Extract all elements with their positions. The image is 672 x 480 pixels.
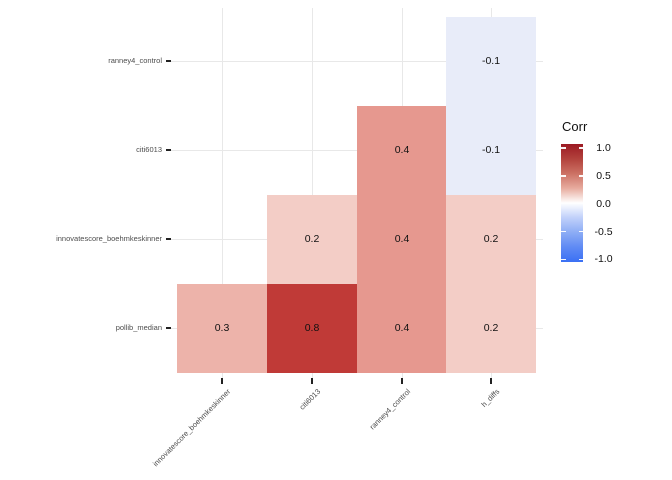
legend-tick-notch — [578, 175, 584, 177]
legend-tick-notch — [561, 175, 566, 177]
heatmap-cell-innovatescore_boehmkeskinner-h_diffs: 0.2 — [446, 194, 536, 284]
y-axis-tick-citi6013 — [165, 149, 171, 151]
x-axis-label-citi6013: citi6013 — [297, 387, 323, 412]
legend-tick-label: -1.0 — [594, 253, 613, 266]
legend-colorbar — [561, 144, 583, 262]
y-axis-tick-innovatescore_boehmkeskinner — [165, 238, 171, 240]
legend-tick-label: -0.5 — [594, 225, 613, 238]
legend-title: Corr — [562, 119, 588, 134]
x-axis-tick-h_diffs — [490, 378, 492, 384]
heatmap-cell-pollib_median-innovatescore_boehmkeskinner: 0.3 — [177, 283, 267, 373]
legend-tick-label: 0.5 — [596, 169, 611, 182]
legend-tick-label: 0.0 — [596, 197, 611, 210]
y-axis-tick-pollib_median — [165, 327, 171, 329]
heatmap-cell-innovatescore_boehmkeskinner-citi6013: 0.2 — [267, 194, 357, 284]
legend-tick-label: 1.0 — [596, 142, 611, 154]
gridline-vertical-citi6013 — [312, 8, 313, 378]
y-axis-label-pollib_median: pollib_median — [115, 323, 162, 332]
x-axis-label-innovatescore_boehmkeskinner: innovatescore_boehmkeskinner — [151, 387, 233, 469]
x-axis-label-h_diffs: h_diffs — [479, 387, 502, 409]
y-axis-tick-ranney4_control — [165, 60, 171, 62]
heatmap-cell-pollib_median-h_diffs: 0.2 — [446, 283, 536, 373]
x-axis-tick-ranney4_control — [401, 378, 403, 384]
x-axis-label-ranney4_control: ranney4_control — [367, 387, 413, 432]
heatmap-cell-citi6013-ranney4_control: 0.4 — [357, 105, 447, 195]
gridline-horizontal-citi6013 — [170, 150, 543, 151]
legend-tick-notch — [578, 258, 584, 261]
x-axis-tick-innovatescore_boehmkeskinner — [221, 378, 223, 384]
heatmap-cell-pollib_median-ranney4_control: 0.4 — [357, 283, 447, 373]
gridline-vertical-innovatescore_boehmkeskinner — [222, 8, 223, 378]
legend-tick-notch — [561, 230, 566, 233]
heatmap-cell-innovatescore_boehmkeskinner-ranney4_control: 0.4 — [357, 194, 447, 284]
heatmap-cell-citi6013-h_diffs: -0.1 — [446, 105, 536, 195]
heatmap-cell-pollib_median-citi6013: 0.8 — [267, 283, 357, 373]
legend-tick-notch — [561, 258, 566, 261]
heatmap-cell-ranney4_control-h_diffs: -0.1 — [446, 16, 536, 106]
y-axis-label-citi6013: citi6013 — [136, 145, 162, 154]
x-axis-tick-citi6013 — [311, 378, 313, 384]
gridline-horizontal-ranney4_control — [170, 61, 543, 62]
y-axis-label-innovatescore_boehmkeskinner: innovatescore_boehmkeskinner — [56, 234, 162, 243]
legend-tick-notch — [578, 147, 584, 149]
legend-tick-notch — [578, 230, 584, 233]
y-axis-label-ranney4_control: ranney4_control — [108, 56, 162, 65]
legend-tick-notch — [561, 147, 566, 149]
